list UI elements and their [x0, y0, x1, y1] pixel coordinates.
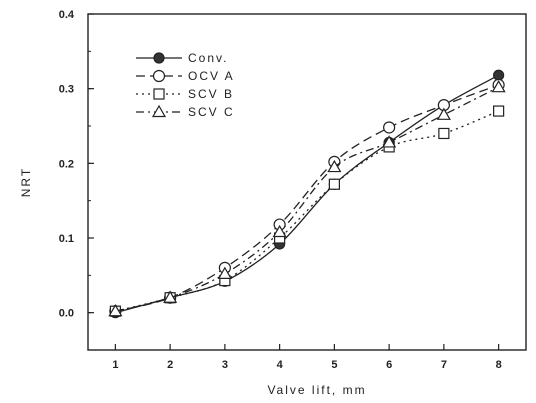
data-point: [153, 52, 165, 64]
data-point: [153, 88, 165, 100]
data-point: [436, 107, 451, 120]
data-point: [108, 303, 123, 317]
data-point: [152, 69, 166, 83]
legend-label: SCV C: [188, 105, 235, 119]
y-tick-label: 0.1: [59, 233, 74, 245]
legend-label: SCV B: [188, 87, 234, 101]
legend-label: OCV A: [188, 69, 235, 83]
legend-item: OCV A: [136, 69, 235, 83]
x-axis-title: Valve lift, mm: [267, 383, 366, 397]
y-axis: 0.0 0.1 0.2 0.3 0.4: [59, 9, 94, 351]
y-tick-label: 0.3: [59, 84, 74, 96]
data-point: [383, 121, 396, 134]
y-tick-label: 0.4: [59, 9, 75, 21]
data-point: [163, 290, 178, 303]
legend-item: SCV C: [136, 104, 235, 119]
series-line: [115, 86, 499, 312]
x-tick-label: 4: [277, 359, 284, 371]
data-point: [493, 69, 505, 81]
x-tick-label: 7: [441, 359, 447, 371]
legend: Conv. OCV A SCV B SCV C: [136, 51, 235, 119]
series-scv-b: [109, 105, 505, 317]
data-point: [438, 127, 450, 140]
data-point: [151, 104, 167, 118]
series-line: [115, 74, 499, 314]
series-line: [115, 84, 499, 312]
y-axis-title: NRT: [19, 167, 33, 197]
data-point: [272, 224, 287, 238]
y-tick-label: 0.0: [59, 308, 74, 320]
data-point: [217, 266, 232, 279]
plot-frame: [87, 13, 527, 351]
plot-border: [87, 13, 527, 351]
legend-item: Conv.: [136, 51, 228, 65]
x-tick-label: 8: [496, 359, 502, 371]
series-scv-c: [108, 79, 506, 317]
series-line: [115, 110, 499, 312]
x-tick-label: 3: [222, 359, 228, 371]
x-tick-label: 2: [167, 359, 173, 371]
y-tick-label: 0.2: [59, 158, 74, 170]
x-axis: 1 2 3 4 5 6 7 8: [112, 344, 502, 371]
x-tick-label: 5: [331, 359, 337, 371]
data-point: [327, 159, 342, 173]
legend-label: Conv.: [188, 51, 228, 65]
data-point: [328, 178, 340, 190]
data-point: [382, 135, 397, 148]
data-point: [493, 105, 505, 117]
legend-item: SCV B: [136, 87, 234, 101]
x-tick-label: 6: [386, 359, 392, 371]
data-point: [491, 79, 506, 93]
series-layer: [108, 69, 506, 319]
x-tick-label: 1: [112, 359, 118, 371]
